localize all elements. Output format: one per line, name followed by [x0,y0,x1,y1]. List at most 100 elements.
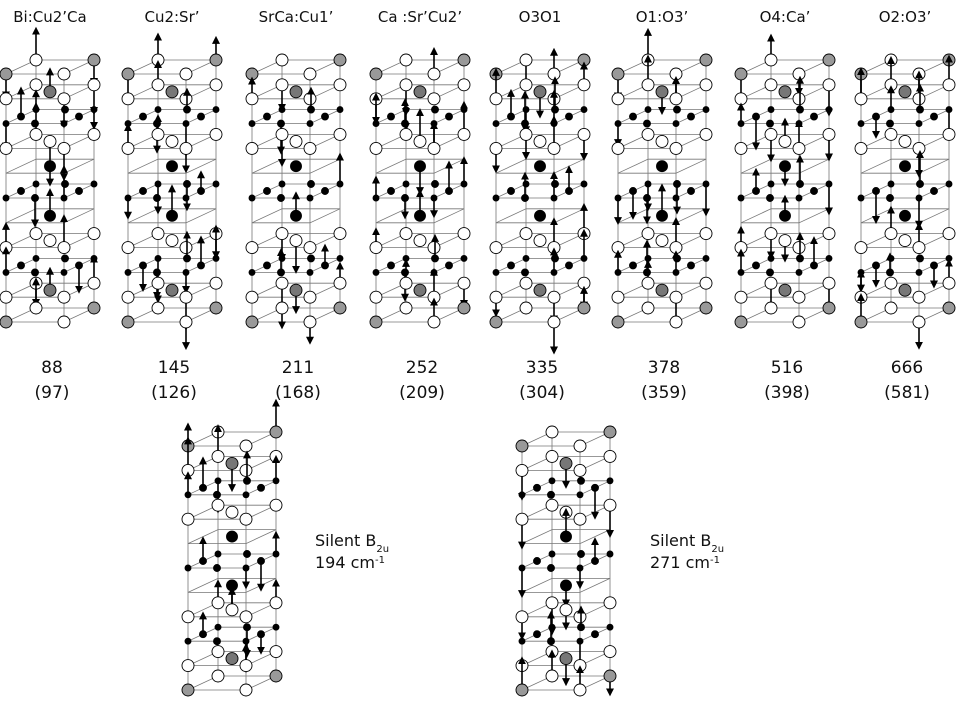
atom [184,181,191,188]
atom [140,262,147,269]
cell-plane [188,676,276,690]
atom [765,277,777,289]
atom [885,128,897,140]
atom [200,558,207,565]
atom [779,235,791,247]
atom [561,580,572,591]
atom [337,107,343,113]
atom [18,188,25,195]
atom [166,284,178,296]
atom [657,161,668,172]
atom [334,79,346,91]
atom [823,54,835,66]
atom [673,195,679,201]
unit-cell [490,52,590,351]
atom [670,291,682,303]
atom [534,558,541,565]
atom [592,631,599,638]
atom [291,210,302,221]
atom [240,660,252,672]
unit-cell [516,426,616,696]
atom [735,291,747,303]
atom [768,107,774,113]
atom [735,68,747,80]
mode-frequency: 145 [158,358,190,378]
atom [700,54,712,66]
atom [183,121,189,127]
atom [213,255,219,261]
atom [612,316,624,328]
unit-cell [0,31,100,328]
atom [155,107,161,113]
atom [656,135,668,147]
mode-frequency: 666 [891,358,923,378]
atom [703,255,709,261]
atom [244,624,251,631]
atom [180,316,192,328]
atom [458,277,470,289]
atom [516,611,528,623]
atom [615,121,621,127]
mode-calculated: (304) [519,383,565,403]
atom [88,277,100,289]
atom [873,262,880,269]
atom [735,93,747,105]
atom [548,565,555,572]
atom [18,262,25,269]
atom [458,228,470,240]
atom [240,684,252,696]
atom [76,188,83,195]
atom [797,181,804,188]
atom [826,181,832,187]
atom [768,255,774,261]
atom [304,316,316,328]
atom [549,551,555,557]
mode-label: Cu2:Sr’ [144,8,199,26]
atom [578,624,585,631]
atom [373,269,379,275]
atom [943,302,955,314]
atom [122,291,134,303]
atom [210,277,222,289]
atom [290,284,302,296]
atom [887,195,894,202]
atom [183,195,189,201]
atom [461,255,467,261]
atom [3,269,9,275]
atom [519,565,525,571]
atom [125,121,131,127]
atom [535,161,546,172]
atom [304,68,316,80]
atom [604,499,616,511]
atom [592,484,599,491]
atom [44,235,56,247]
silent-text: Silent B [650,531,711,550]
atom [166,86,178,98]
atom [402,195,409,202]
atom [604,646,616,658]
atom [403,107,409,113]
atom [180,68,192,80]
atom [307,269,313,275]
atom [642,79,654,91]
atom [516,440,528,452]
unit-cell [370,51,470,328]
cell-plane [6,308,94,322]
atom [183,269,189,275]
silent-text: Silent B [315,531,376,550]
atom [703,107,709,113]
atom [180,93,192,105]
mode-label: O1:O3’ [636,8,689,26]
atom [607,551,613,557]
atom [400,302,412,314]
atom [155,181,161,187]
mode-frequency: 88 [41,358,63,378]
mode-frequency: 378 [648,358,680,378]
atom [226,604,238,616]
mode-calculated: (209) [399,383,445,403]
frequency-superscript: -1 [375,555,385,566]
atom [461,181,467,187]
atom [432,255,439,262]
atom [249,121,255,127]
atom [688,262,695,269]
